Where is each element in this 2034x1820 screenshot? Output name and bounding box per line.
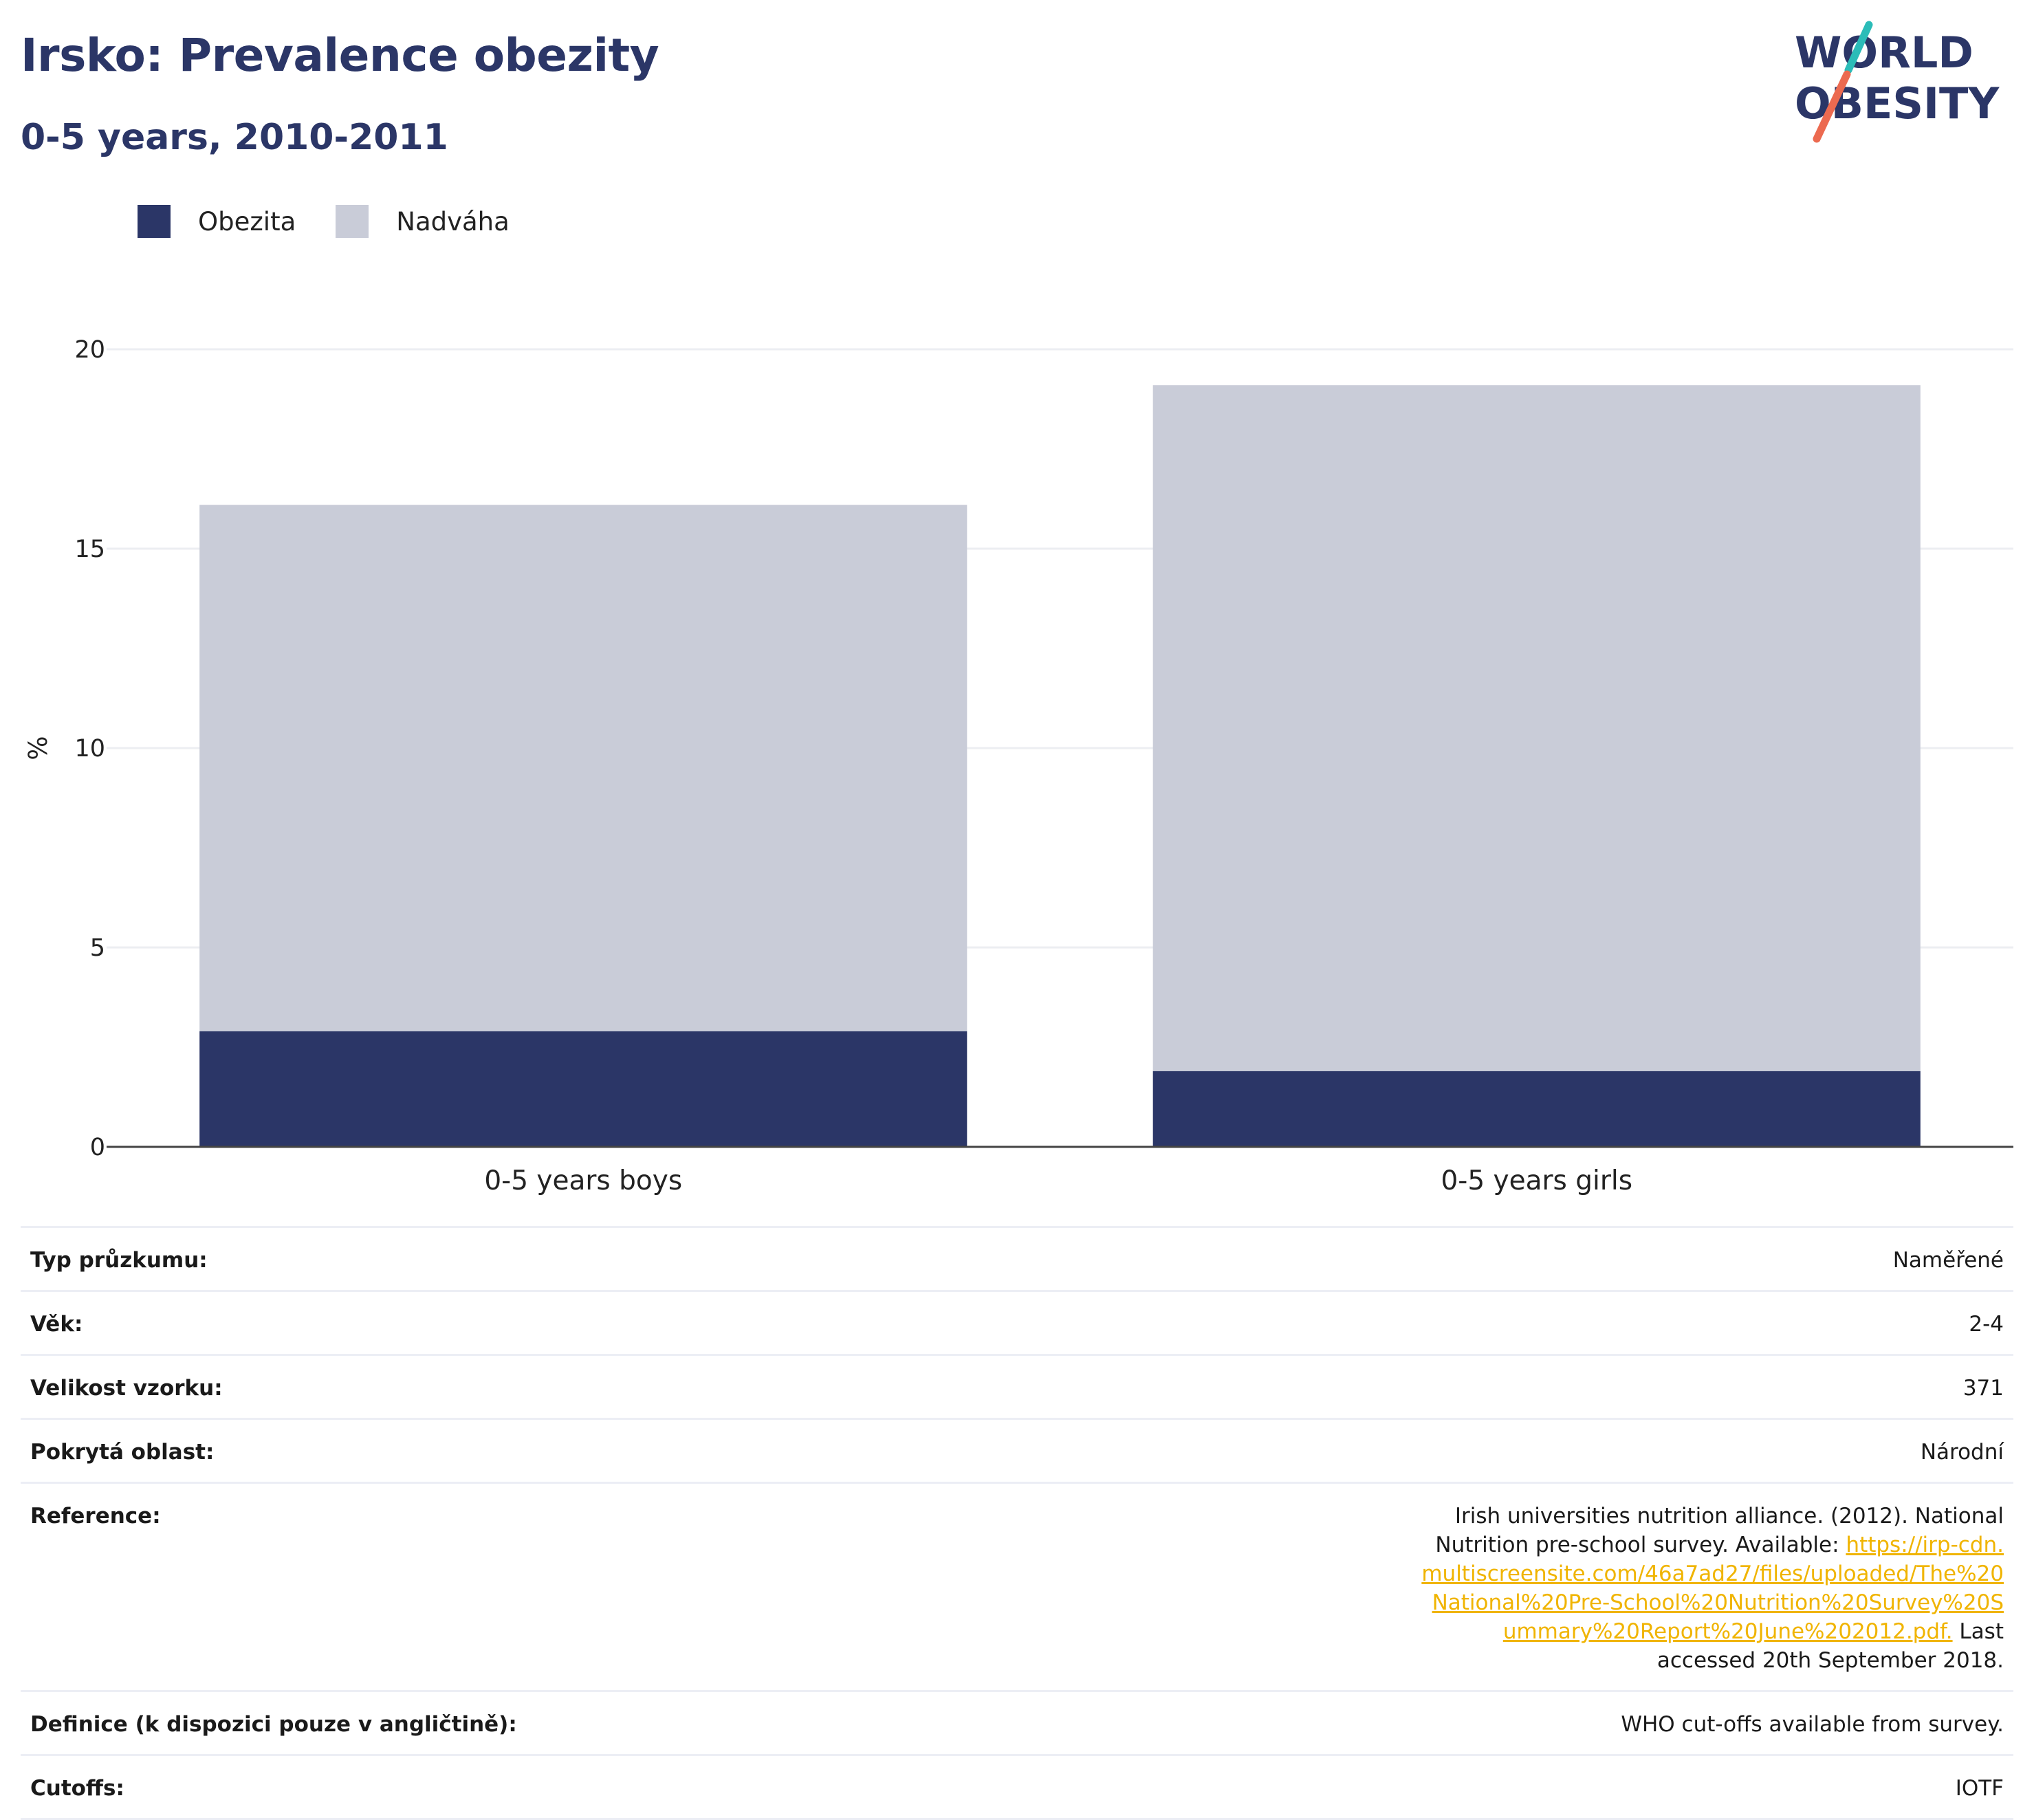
info-label: Velikost vzorku: [30, 1376, 223, 1401]
info-row-sample-size: Velikost vzorku: 371 [21, 1355, 2013, 1419]
bar-overweight-girls [1152, 385, 1921, 1071]
legend-label-overweight: Nadváha [396, 206, 510, 237]
legend-swatch-overweight [336, 205, 369, 238]
y-axis-title: % [23, 736, 53, 760]
legend-swatch-obesity [138, 205, 171, 238]
info-label: Definice (k dispozici pouze v angličtině… [30, 1712, 517, 1737]
reference-accessed: Last accessed 20th September 2018. [1656, 1619, 2004, 1673]
info-row-cutoffs: Cutoffs: IOTF [21, 1755, 2013, 1819]
info-value: Národní [1920, 1440, 2004, 1465]
info-label: Typ průzkumu: [30, 1248, 208, 1273]
info-value: WHO cut-offs available from survey. [1621, 1712, 2004, 1737]
bar-overweight-boys [199, 505, 967, 1031]
info-label: Věk: [30, 1312, 83, 1337]
reference-text: Irish universities nutrition alliance. (… [1435, 1504, 2004, 1557]
info-row-definition: Definice (k dispozici pouze v angličtině… [21, 1691, 2013, 1755]
y-tick-label: 10 [74, 735, 105, 763]
y-tick-label: 5 [90, 934, 105, 962]
info-row-reference: Reference: Irish universities nutrition … [21, 1482, 2013, 1691]
legend-item-overweight[interactable]: Nadváha [336, 205, 510, 238]
x-category-label: 0-5 years boys [484, 1165, 682, 1196]
x-category-label: 0-5 years girls [1441, 1165, 1632, 1196]
info-label: Cutoffs: [30, 1776, 124, 1801]
world-obesity-logo: WORLD OBESITY [1795, 21, 2000, 143]
bar-obesity-girls [1152, 1071, 1921, 1147]
info-value: 371 [1962, 1376, 2004, 1401]
info-row-age: Věk: 2-4 [21, 1291, 2013, 1355]
bar-obesity-boys [199, 1031, 967, 1147]
info-label: Pokrytá oblast: [30, 1440, 215, 1465]
y-tick-label: 15 [74, 536, 105, 563]
survey-info-table: Typ průzkumu: Naměřené Věk: 2-4 Velikost… [21, 1226, 2013, 1820]
logo-line1: WORLD [1795, 28, 1973, 78]
y-tick-label: 0 [90, 1134, 105, 1161]
reference-link[interactable]: https://irp-cdn.multiscreensite.com/46a7… [1421, 1533, 2004, 1644]
info-value: Naměřené [1892, 1248, 2004, 1273]
y-tick-label: 20 [74, 336, 105, 364]
page-title: Irsko: Prevalence obezity [21, 29, 659, 82]
legend-label-obesity: Obezita [198, 206, 296, 237]
legend-item-obesity[interactable]: Obezita [138, 205, 296, 238]
info-value: IOTF [1955, 1776, 2004, 1801]
stacked-bar-chart: 0 5 10 15 20% 0-5 years boys 0-5 years girls [23, 336, 2013, 1196]
chart-legend: Obezita Nadváha [138, 205, 549, 238]
info-value-reference: Irish universities nutrition alliance. (… [527, 1483, 2013, 1691]
page-subtitle: 0-5 years, 2010-2011 [21, 117, 448, 158]
info-row-area-covered: Pokrytá oblast: Národní [21, 1418, 2013, 1483]
info-row-survey-type: Typ průzkumu: Naměřené [21, 1227, 2013, 1291]
info-value: 2-4 [1969, 1312, 2004, 1337]
info-label: Reference: [30, 1504, 161, 1528]
